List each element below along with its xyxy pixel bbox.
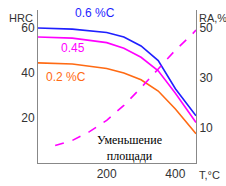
svg-text:T,°C: T,°C xyxy=(199,169,220,181)
svg-text:30: 30 xyxy=(199,71,213,85)
svg-text:HRC: HRC xyxy=(9,12,33,24)
svg-text:60: 60 xyxy=(21,21,35,35)
svg-text:RA,%: RA,% xyxy=(199,12,226,24)
svg-text:20: 20 xyxy=(21,111,35,125)
svg-text:0.45: 0.45 xyxy=(61,41,85,55)
svg-text:0.2 %C: 0.2 %C xyxy=(46,70,86,84)
svg-text:Уменьшениеплощади: Уменьшениеплощади xyxy=(97,133,162,163)
svg-text:10: 10 xyxy=(199,121,213,135)
svg-text:50: 50 xyxy=(199,21,213,35)
svg-text:0.6 %C: 0.6 %C xyxy=(75,6,115,20)
svg-text:400: 400 xyxy=(165,167,185,181)
svg-text:200: 200 xyxy=(97,167,117,181)
svg-text:40: 40 xyxy=(21,66,35,80)
